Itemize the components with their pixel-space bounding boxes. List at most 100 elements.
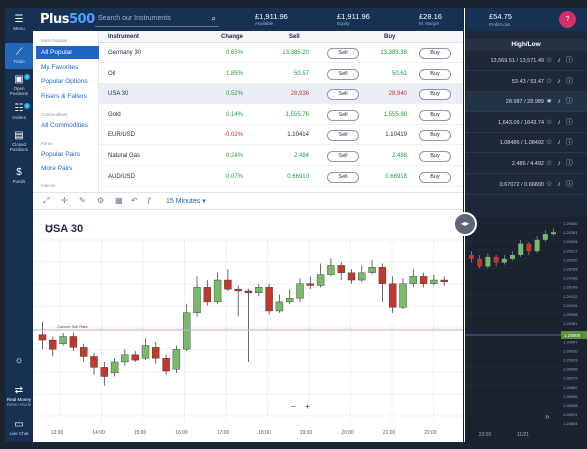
- panel-toggle-button[interactable]: ◂▸: [453, 212, 477, 236]
- current-price-badge: [561, 331, 587, 339]
- live-chat-button[interactable]: ▭ Live Chat: [5, 419, 33, 436]
- table-row[interactable]: Natural Gas 0.24% 2.484 Sell 2.488 Buy: [99, 146, 463, 166]
- sell-price: 1.10414: [287, 132, 309, 139]
- star-icon[interactable]: ☆: [546, 180, 553, 188]
- y-tick-label: 1.29149: [563, 285, 578, 290]
- table-row[interactable]: Oil 1.85% 50.57 Sell 50.61 Buy: [99, 64, 463, 84]
- star-icon[interactable]: ☆: [546, 118, 553, 126]
- star-icon[interactable]: ☆: [546, 77, 553, 85]
- table-row[interactable]: USA 30 0.52% 28,936 Sell 28,940 Buy: [99, 84, 463, 105]
- info-icon[interactable]: ⓘ: [565, 139, 573, 147]
- candle-body: [224, 279, 232, 290]
- table-row[interactable]: AUD/USD 0.07% 0.66910 Sell 0.66918 Buy: [99, 167, 463, 187]
- buy-button[interactable]: Buy: [419, 130, 451, 142]
- sell-button[interactable]: Sell: [327, 151, 359, 162]
- buy-button[interactable]: Buy: [419, 109, 451, 121]
- sidebar-item-orders[interactable]: 1 ☷ Orders: [5, 103, 33, 120]
- candle-body: [469, 255, 474, 259]
- bell-icon[interactable]: ♪: [557, 118, 561, 126]
- search-input[interactable]: Search our Instruments ⌕: [95, 12, 219, 27]
- expand-icon[interactable]: ⤢: [43, 196, 50, 205]
- star-icon[interactable]: ☆: [546, 160, 553, 167]
- info-icon[interactable]: ⓘ: [565, 180, 573, 188]
- price-chart[interactable]: USA 30 Current Sell Rate 13:00 14:00 15:00 1…: [33, 210, 463, 442]
- bell-icon[interactable]: ♪: [557, 160, 561, 167]
- sell-button[interactable]: Sell: [327, 48, 359, 59]
- nav-item-popular-options[interactable]: Popular Options: [41, 78, 88, 85]
- sidebar-item-label: Closed Positions: [9, 142, 29, 152]
- table-row[interactable]: EUR/USD -0.02% 1.10414 Sell 1.10419 Buy: [99, 125, 463, 146]
- info-icon[interactable]: ⓘ: [565, 98, 573, 106]
- sidebar-item-open-positions[interactable]: 3 ▣ Open Positions: [5, 74, 33, 96]
- highlow-value: 53.43 / 53.47: [511, 78, 544, 85]
- candle-body: [440, 279, 448, 283]
- profit-loss-stat: £54.75 Profit/Loss: [489, 12, 512, 28]
- zoom-minus-button[interactable]: −: [291, 402, 296, 411]
- crosshair-icon[interactable]: ✛: [61, 196, 68, 205]
- table-header: Instrument Change Sell Buy: [99, 31, 463, 43]
- buy-button[interactable]: Buy: [419, 89, 451, 101]
- info-icon[interactable]: ⓘ: [565, 57, 573, 64]
- buy-button[interactable]: Buy: [419, 171, 451, 183]
- real-money-switch[interactable]: ⇄ Real Money Demo Mode: [5, 385, 33, 407]
- save-icon[interactable]: ▦: [115, 196, 123, 205]
- nav-item-my-favorites[interactable]: My Favorites: [41, 64, 79, 71]
- buy-button[interactable]: Buy: [419, 151, 451, 162]
- sidebar-item-trade[interactable]: ⟋ Trade: [5, 43, 33, 69]
- settings-icon[interactable]: ⚙: [97, 196, 105, 205]
- info-icon[interactable]: ⓘ: [565, 160, 573, 167]
- sell-button[interactable]: Sell: [327, 109, 359, 121]
- y-tick-label: 1.29030: [563, 348, 578, 353]
- star-icon[interactable]: ★: [546, 98, 553, 106]
- bell-icon[interactable]: ♪: [557, 139, 561, 147]
- bell-icon[interactable]: ♪: [557, 57, 561, 64]
- star-icon[interactable]: ☆: [546, 139, 553, 147]
- sell-button[interactable]: Sell: [327, 89, 359, 101]
- y-tick-label: 1.28962: [563, 385, 578, 390]
- nav-item-all-popular[interactable]: All Popular: [36, 46, 99, 59]
- nav-item-more-pairs[interactable]: More Pairs: [41, 165, 73, 172]
- nav-item-popular-pairs[interactable]: Popular Pairs: [41, 151, 81, 158]
- function-icon[interactable]: ƒ: [147, 196, 152, 205]
- undo-icon[interactable]: ↶: [131, 196, 138, 205]
- pencil-icon[interactable]: ✎: [79, 196, 86, 205]
- nav-item-all-commodities[interactable]: All Commodities: [41, 122, 88, 129]
- sell-button[interactable]: Sell: [327, 171, 359, 183]
- highlow-row: 0.67072 / 0.66800 ☆ ♪ ⓘ: [465, 175, 587, 195]
- profit-loss-value: £54.75: [489, 12, 512, 21]
- open-positions-badge: 3: [24, 74, 30, 80]
- bell-icon[interactable]: ♪: [557, 98, 561, 106]
- margin-stat: £28.16 M. Margin: [419, 12, 442, 26]
- sell-button[interactable]: Sell: [327, 130, 359, 142]
- theme-toggle[interactable]: ☼: [5, 355, 33, 367]
- info-icon[interactable]: ⓘ: [565, 118, 573, 126]
- y-tick-label: 1.29300: [563, 221, 578, 226]
- star-icon[interactable]: ☆: [546, 57, 553, 64]
- search-icon[interactable]: ⌕: [211, 14, 216, 23]
- available-value: £1,911.96: [255, 12, 288, 21]
- nav-item-risers-fallers[interactable]: Risers & Fallers: [41, 93, 87, 100]
- highlow-value: 2.486 / 4.492: [511, 161, 544, 167]
- menu-button[interactable]: ☰ Menu: [5, 14, 33, 31]
- info-icon[interactable]: ⓘ: [565, 77, 573, 85]
- zoom-plus-button[interactable]: +: [305, 402, 310, 411]
- buy-button[interactable]: Buy: [419, 48, 451, 59]
- buy-button[interactable]: Buy: [419, 68, 451, 80]
- sidebar-item-funds[interactable]: $ Funds: [5, 167, 33, 184]
- x-tick-label: 17:00: [217, 430, 230, 436]
- candle-body: [80, 347, 88, 357]
- sidebar-item-label: Orders: [12, 115, 26, 120]
- table-row[interactable]: Germany 30 0.65% 13,385.20 Sell 13,389.38 Buy: [99, 43, 463, 63]
- current-price-label: Current Sell Rate: [57, 324, 88, 329]
- candle-body: [493, 256, 499, 263]
- bell-icon[interactable]: ♪: [557, 180, 561, 188]
- timeframe-select[interactable]: 15 Minutes ▾: [166, 197, 206, 205]
- table-row[interactable]: Gold 0.14% 1,555.76 Sell 1,555.88 Buy: [99, 105, 463, 125]
- sidebar-item-closed-positions[interactable]: ▤ Closed Positions: [5, 130, 33, 152]
- scroll-right-icon[interactable]: »: [545, 412, 550, 421]
- instrument-name: AUD/USD: [108, 173, 136, 180]
- avatar[interactable]: ?: [559, 11, 576, 28]
- bell-icon[interactable]: ♪: [557, 77, 561, 85]
- sell-button[interactable]: Sell: [327, 68, 359, 80]
- chart-svg: USA 30 Current Sell Rate 13:00 14:00 15:00 1…: [33, 223, 463, 436]
